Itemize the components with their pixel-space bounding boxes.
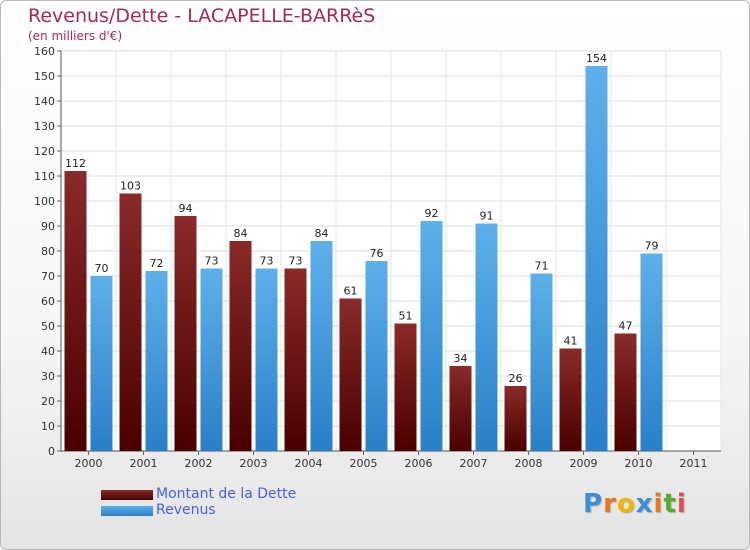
y-tick-label: 20	[41, 395, 55, 408]
x-tick-label: 2003	[240, 457, 268, 470]
bar-revenus	[530, 273, 553, 451]
bar-revenus-label: 91	[480, 210, 494, 223]
logo-letter: i	[676, 489, 687, 519]
bar-revenus-label: 79	[645, 240, 659, 253]
x-tick-label: 2002	[185, 457, 213, 470]
y-tick-label: 10	[41, 420, 55, 433]
bar-dette-label: 47	[619, 320, 633, 333]
bar-dette	[559, 348, 582, 451]
y-tick-label: 60	[41, 295, 55, 308]
bar-dette-label: 73	[289, 255, 303, 268]
x-tick-label: 2008	[515, 457, 543, 470]
y-tick-label: 90	[41, 220, 55, 233]
bar-dette	[229, 241, 252, 451]
bar-dette-label: 103	[120, 180, 141, 193]
bar-revenus-label: 84	[315, 227, 329, 240]
bar-dette	[284, 268, 307, 451]
logo-letter: P	[583, 489, 604, 519]
x-tick-label: 2007	[460, 457, 488, 470]
bar-dette-label: 51	[399, 310, 413, 323]
bar-revenus-label: 92	[425, 207, 439, 220]
bar-revenus	[475, 223, 498, 451]
x-tick-label: 2011	[680, 457, 708, 470]
bar-revenus-label: 154	[586, 52, 607, 65]
bar-dette-label: 112	[65, 157, 86, 170]
x-tick-label: 2006	[405, 457, 433, 470]
x-tick-label: 2001	[130, 457, 158, 470]
proxiti-logo: Proxiti	[583, 489, 687, 519]
bar-revenus	[585, 66, 608, 451]
bar-dette-label: 84	[234, 227, 248, 240]
x-tick-label: 2000	[75, 457, 103, 470]
bar-revenus	[365, 261, 388, 451]
x-tick-label: 2005	[350, 457, 378, 470]
bar-revenus	[90, 276, 113, 451]
bar-revenus	[640, 253, 663, 451]
bar-dette-label: 61	[344, 285, 358, 298]
bar-revenus-label: 76	[370, 247, 384, 260]
bar-dette-label: 34	[454, 352, 468, 365]
y-tick-label: 30	[41, 370, 55, 383]
y-tick-label: 120	[34, 145, 55, 158]
bar-revenus	[255, 268, 278, 451]
logo-letter: t	[663, 489, 677, 519]
y-tick-label: 0	[48, 445, 55, 458]
legend-label-dette: Montant de la Dette	[156, 486, 297, 502]
bar-dette	[614, 333, 637, 451]
bar-dette	[119, 193, 142, 451]
y-tick-label: 130	[34, 120, 55, 133]
logo-letter: o	[616, 489, 636, 519]
bar-revenus-label: 73	[205, 255, 219, 268]
x-tick-label: 2010	[625, 457, 653, 470]
legend-label-revenus: Revenus	[156, 502, 216, 518]
y-tick-label: 70	[41, 270, 55, 283]
y-tick-label: 110	[34, 170, 55, 183]
bar-dette-label: 94	[179, 202, 193, 215]
bar-revenus	[145, 271, 168, 451]
y-tick-label: 80	[41, 245, 55, 258]
bar-dette	[504, 386, 527, 451]
y-tick-label: 150	[34, 70, 55, 83]
bar-revenus-label: 72	[150, 257, 164, 270]
bar-revenus-label: 71	[535, 260, 549, 273]
grid-lines	[60, 50, 722, 452]
bar-dette	[449, 366, 472, 451]
bar-dette	[339, 298, 362, 451]
y-tick-label: 140	[34, 95, 55, 108]
x-tick-label: 2004	[295, 457, 323, 470]
y-tick-label: 50	[41, 320, 55, 333]
bar-revenus	[310, 241, 333, 451]
bar-dette	[174, 216, 197, 451]
axes: 0 10 20 30 40 50 60 70 80 90 100 110 120 130 140 150 160…	[34, 45, 721, 470]
y-tick-label: 160	[34, 45, 55, 58]
legend-swatch-dette	[101, 490, 153, 500]
logo-letter: i	[653, 489, 664, 519]
chart-unit-subtitle: (en milliers d'€)	[28, 29, 123, 43]
logo-letter: r	[603, 489, 617, 519]
bar-revenus	[200, 268, 223, 451]
y-tick-label: 100	[34, 195, 55, 208]
bar-dette-label: 26	[509, 372, 523, 385]
bar-dette	[394, 323, 417, 451]
logo-letter: x	[635, 489, 654, 519]
chart-title: Revenus/Dette - LACAPELLE-BARRèS	[28, 5, 376, 27]
bar-revenus	[420, 221, 443, 451]
bar-dette	[64, 171, 87, 451]
bar-revenus-label: 70	[95, 262, 109, 275]
bar-dette-label: 41	[564, 335, 578, 348]
data-labels: 112 103 94 84 73 61 51 34 26 41 47 70 72 73 73 84 76 92 91…	[65, 52, 659, 385]
x-tick-label: 2009	[570, 457, 598, 470]
legend-swatch-revenus	[101, 506, 153, 516]
bar-revenus-label: 73	[260, 255, 274, 268]
bars	[64, 66, 663, 451]
y-tick-label: 40	[41, 345, 55, 358]
